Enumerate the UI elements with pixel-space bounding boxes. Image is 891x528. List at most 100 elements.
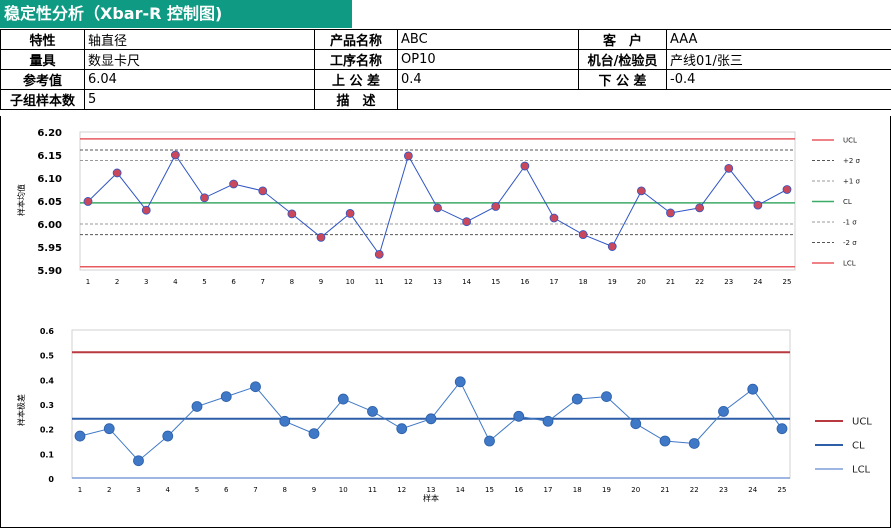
y-tick-label: 0.5	[40, 352, 55, 361]
y-tick-label: 0	[48, 475, 54, 484]
x-tick-label: 7	[253, 486, 257, 494]
data-point	[279, 415, 291, 427]
legend-label: -2 σ	[843, 239, 857, 247]
legend-label: UCL	[852, 417, 872, 428]
x-tick-label: 17	[544, 486, 553, 494]
info-value[interactable]: 0.4	[397, 69, 579, 90]
data-point	[403, 151, 413, 161]
data-point	[74, 430, 86, 442]
data-point	[462, 217, 472, 227]
control-charts: 5.905.956.006.056.106.156.201 2 3 4 5 6 7 8 9 10 1…	[16, 128, 872, 503]
data-point	[666, 208, 675, 218]
y-tick-label: 6.10	[37, 174, 62, 185]
data-point	[200, 193, 209, 203]
legend-label: CL	[843, 198, 852, 206]
data-point	[308, 428, 320, 440]
y-tick-label: 6.15	[37, 151, 62, 162]
y-tick-label: 5.90	[37, 266, 62, 277]
y-tick-label: 6.00	[37, 220, 62, 231]
info-label: 参考值	[0, 69, 85, 90]
x-tick-label: 21	[661, 486, 670, 494]
info-label: 量具	[0, 49, 85, 70]
x-tick-label: 11	[375, 278, 384, 286]
info-label: 上 公 差	[314, 69, 398, 90]
x-tick-label: 1	[78, 486, 82, 494]
plot-frame	[79, 131, 796, 271]
data-point	[542, 415, 554, 427]
data-point	[141, 205, 151, 215]
y-tick-label: 0.3	[40, 401, 54, 410]
info-row: 参考值 6.04 上 公 差 0.4 下 公 差 -0.4	[0, 69, 891, 90]
x-axis-label: 样本	[423, 493, 439, 503]
data-point	[695, 203, 705, 213]
info-value[interactable]: 产线01/张三	[666, 49, 891, 70]
info-label: 子组样本数	[0, 89, 85, 110]
data-point	[250, 381, 261, 393]
y-tick-label: 0.6	[40, 327, 55, 336]
x-tick-label: 12	[404, 278, 413, 286]
info-value[interactable]: 轴直径	[84, 29, 315, 50]
x-tick-label: 7	[261, 278, 265, 286]
data-point	[103, 423, 115, 435]
x-tick-label: 20	[637, 278, 646, 286]
data-point	[170, 150, 180, 160]
info-label: 描 述	[314, 89, 398, 110]
x-tick-label: 17	[550, 278, 559, 286]
info-value[interactable]: 6.04	[84, 69, 315, 90]
range-chart: 00.10.20.30.40.50.61 2 3 4 5 6 7 8 9 10 11 12 13 14 15…	[16, 327, 872, 503]
x-tick-label: 22	[695, 278, 704, 286]
info-value[interactable]: OP10	[397, 49, 579, 70]
data-point	[433, 203, 442, 213]
data-point	[316, 232, 326, 242]
info-value[interactable]: ABC	[397, 29, 579, 50]
info-value[interactable]: AAA	[666, 29, 891, 50]
x-tick-label: 14	[456, 486, 465, 494]
x-tick-label: 9	[312, 486, 316, 494]
data-point	[374, 249, 384, 259]
data-point	[367, 405, 378, 417]
info-label: 下 公 差	[578, 69, 667, 90]
x-tick-label: 14	[462, 278, 471, 286]
x-tick-label: 8	[283, 486, 287, 494]
x-tick-label: 16	[520, 278, 529, 286]
data-point	[659, 435, 671, 447]
data-point	[287, 209, 297, 219]
y-tick-label: 0.4	[40, 376, 55, 385]
x-tick-label: 25	[783, 278, 792, 286]
data-point	[112, 168, 122, 178]
info-value[interactable]: -0.4	[666, 69, 891, 90]
x-tick-label: 4	[166, 486, 171, 494]
x-tick-label: 15	[491, 278, 500, 286]
info-row: 子组样本数 5 描 述	[0, 89, 891, 110]
data-point	[520, 161, 530, 171]
y-axis-label: 样本极差	[16, 394, 26, 426]
data-point	[630, 418, 642, 430]
x-tick-label: 13	[427, 486, 436, 494]
x-tick-label: 20	[631, 486, 640, 494]
x-tick-label: 8	[290, 278, 294, 286]
x-tick-label: 19	[602, 486, 611, 494]
x-tick-label: 4	[173, 278, 178, 286]
data-point	[491, 202, 501, 211]
info-row: 特性 轴直径 产品名称 ABC 客 户 AAA	[0, 29, 891, 50]
x-tick-label: 24	[748, 486, 757, 494]
info-value[interactable]: 数显卡尺	[84, 49, 315, 70]
data-point	[607, 242, 617, 251]
data-point	[425, 413, 437, 425]
info-value[interactable]: 5	[84, 89, 315, 110]
y-axis-label: 样本均值	[16, 184, 26, 216]
data-point	[191, 401, 203, 412]
data-point	[688, 438, 700, 449]
y-tick-label: 0.2	[40, 426, 54, 435]
data-point	[484, 435, 495, 447]
x-tick-label: 3	[136, 486, 140, 494]
data-point	[571, 393, 583, 405]
legend-label: -1 σ	[843, 218, 857, 226]
x-tick-label: 1	[86, 278, 90, 286]
x-tick-label: 22	[690, 486, 699, 494]
x-tick-label: 23	[724, 278, 733, 286]
data-point	[396, 423, 408, 435]
xbar-chart: 5.905.956.006.056.106.156.201 2 3 4 5 6 7 8 9 10 1…	[16, 128, 861, 286]
info-label: 客 户	[578, 29, 667, 50]
description-value[interactable]	[397, 89, 891, 110]
